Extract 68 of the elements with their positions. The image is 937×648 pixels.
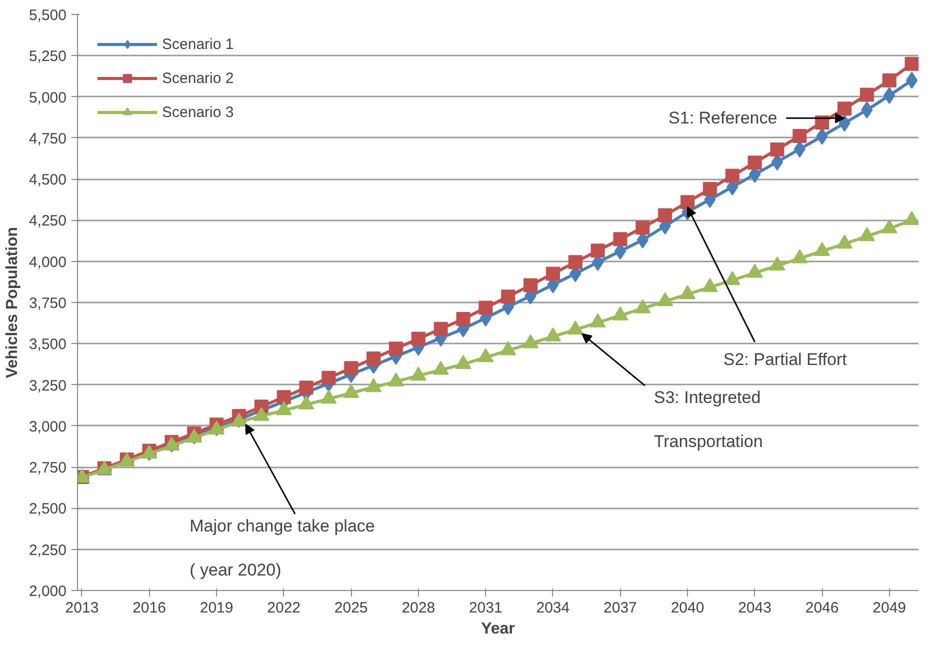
point — [366, 351, 381, 366]
x-tick-label: 2031 — [468, 600, 502, 616]
point — [322, 370, 336, 385]
x-tick-label: 2025 — [334, 600, 368, 616]
point — [411, 332, 426, 346]
point — [456, 312, 470, 326]
x-tick-label: 2022 — [267, 600, 301, 616]
x-tick-label: 2016 — [132, 600, 166, 616]
point — [524, 278, 538, 292]
y-tick-label: 3,750 — [28, 295, 67, 312]
point — [546, 266, 560, 281]
point — [792, 128, 807, 143]
y-tick-label: 3,000 — [28, 418, 67, 436]
y-axis-title: Vehicles Population — [4, 226, 21, 378]
annotation: S1: Reference — [668, 108, 778, 128]
point — [568, 255, 582, 270]
point — [860, 88, 874, 102]
x-tick-label: 2037 — [604, 600, 637, 616]
y-tick-label: 5,000 — [28, 89, 67, 106]
point — [299, 380, 314, 395]
x-tick-label: 2028 — [402, 600, 436, 616]
point — [434, 322, 448, 336]
point — [837, 102, 852, 116]
y-tick-label: 2,500 — [28, 500, 67, 518]
y-tick-label: 3,250 — [28, 377, 67, 394]
annotation: Transportation — [654, 432, 763, 452]
point — [906, 72, 918, 89]
point — [680, 195, 695, 210]
point — [501, 290, 516, 304]
point — [904, 56, 918, 71]
x-tick-label: 2049 — [872, 600, 906, 616]
point — [344, 361, 358, 376]
point — [748, 156, 762, 170]
y-tick-label: 2,750 — [28, 460, 67, 477]
y-tick-label: 5,250 — [28, 48, 67, 66]
y-tick-label: 4,250 — [28, 212, 67, 230]
annotation: S2: Partial Effort — [723, 350, 848, 370]
y-tick-label: 4,500 — [28, 172, 67, 189]
annotation: S3: Integreted — [654, 388, 761, 408]
y-tick-label: 2,000 — [28, 583, 67, 600]
point — [388, 342, 403, 356]
x-tick-label: 2013 — [65, 600, 99, 616]
x-tick-label: 2043 — [738, 600, 772, 616]
point — [276, 390, 291, 404]
y-tick-label: 2,250 — [28, 542, 67, 559]
x-tick-label: 2040 — [670, 600, 704, 616]
x-axis-title: Year — [481, 620, 515, 638]
y-tick-label: 4,750 — [28, 130, 67, 148]
x-tick-label: 2034 — [536, 600, 570, 616]
point — [882, 73, 896, 88]
x-tick-label: 2019 — [200, 600, 234, 616]
point — [613, 232, 628, 246]
x-tick-label: 2046 — [805, 600, 839, 616]
legend-label: Scenario 1 — [162, 36, 234, 52]
legend-label: Scenario 2 — [162, 70, 234, 86]
point — [636, 220, 650, 235]
y-tick-label: 5,500 — [28, 7, 67, 24]
y-tick-label: 4,000 — [28, 254, 67, 271]
point — [590, 244, 605, 258]
point — [770, 142, 784, 156]
legend-label: Scenario 3 — [162, 104, 234, 120]
point — [725, 168, 740, 183]
point — [702, 182, 717, 196]
point — [658, 208, 672, 222]
annotation: ( year 2020) — [190, 560, 282, 580]
annotation: Major change take place — [190, 516, 375, 536]
point — [478, 300, 493, 315]
y-tick-label: 3,500 — [28, 336, 67, 354]
